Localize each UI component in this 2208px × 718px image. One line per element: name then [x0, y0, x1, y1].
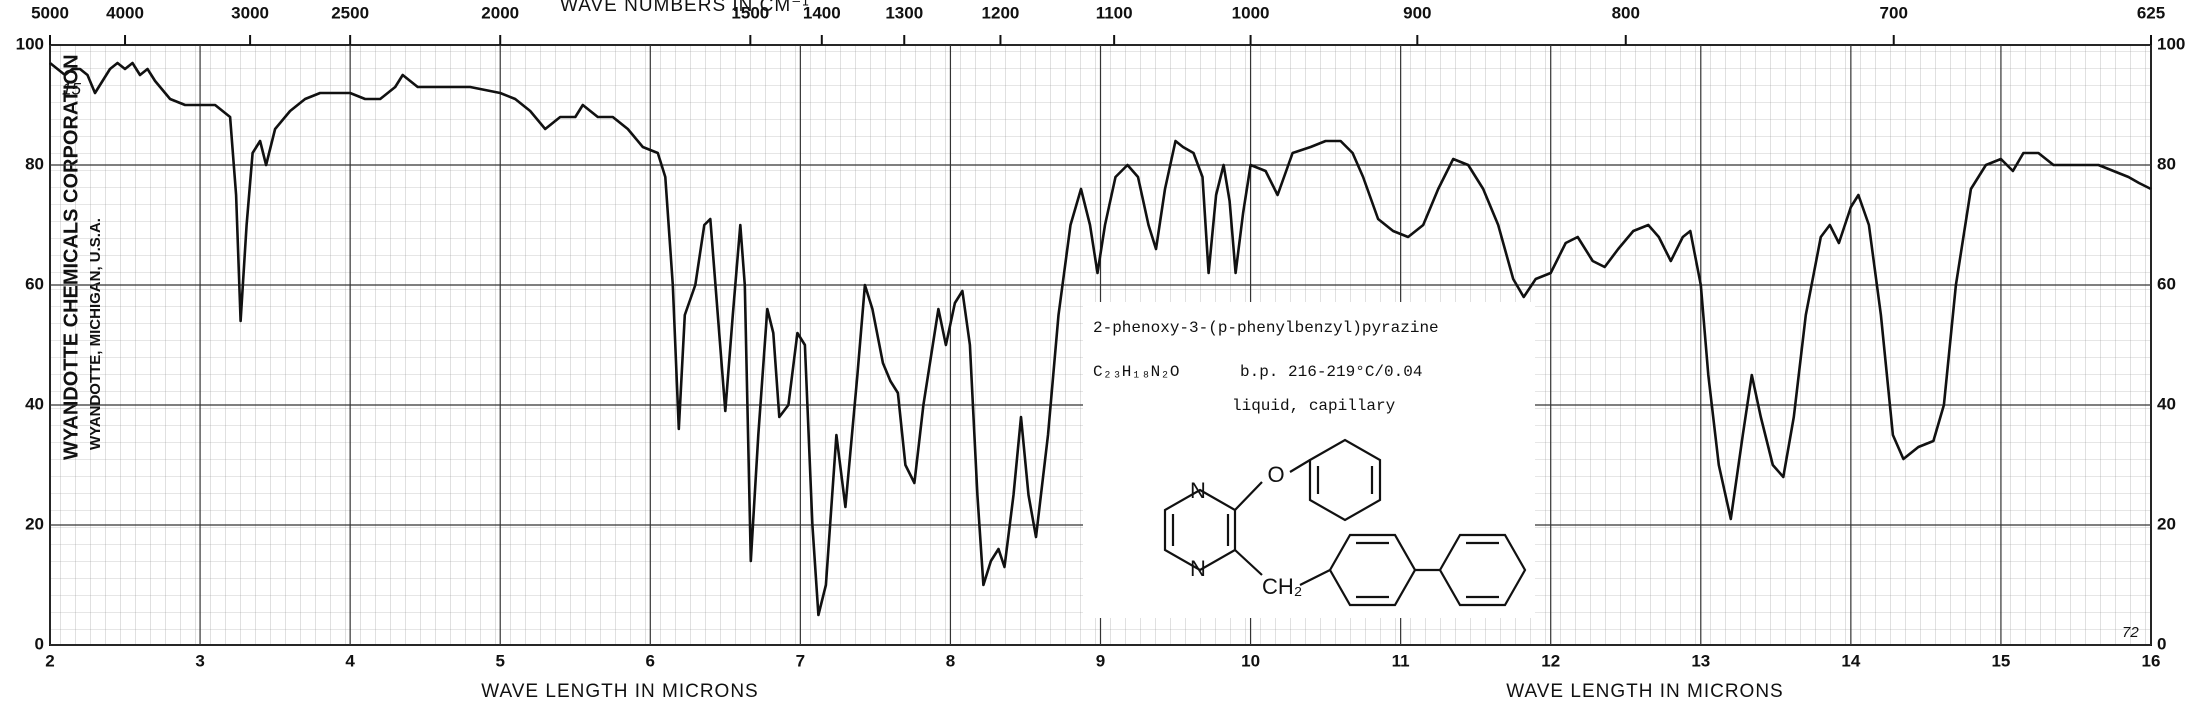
y-tick-label-right: 100: [2157, 34, 2185, 53]
x-tick-label: 6: [646, 651, 655, 670]
y-tick-label: 40: [25, 394, 44, 413]
x2-tick-label: 2000: [481, 3, 519, 22]
y-tick-label-right: 40: [2157, 394, 2176, 413]
y-tick-label-right: 60: [2157, 274, 2176, 293]
spectrum-line: [49, 61, 2152, 617]
x-tick-label: 2: [45, 651, 54, 670]
x2-tick-label: 3000: [231, 3, 269, 22]
company-name: WYANDOTTE CHEMICALS CORPORATION: [60, 54, 82, 460]
y-tick-label: 100: [16, 34, 44, 53]
x2-tick-label: 1200: [982, 3, 1020, 22]
sample-state: liquid, capillary: [1232, 397, 1396, 415]
handwritten-note: 72: [2122, 624, 2139, 641]
x-tick-label: 11: [1392, 651, 1410, 670]
x2-tick-label: 2500: [331, 3, 369, 22]
x2-tick-label: 900: [1403, 3, 1431, 22]
x-tick-label: 4: [345, 651, 355, 670]
bond: [1234, 549, 1331, 586]
x-tick-label: 14: [1841, 651, 1860, 670]
x2-tick-label: 800: [1612, 3, 1640, 22]
x-tick-label: 9: [1096, 651, 1105, 670]
x-tick-label: 13: [1691, 651, 1710, 670]
x2-tick-label: 625: [2137, 3, 2165, 22]
x2-tick-label: 1300: [885, 3, 923, 22]
x-tick-label: 12: [1541, 651, 1560, 670]
compound-name: 2-phenoxy-3-(p-phenylbenzyl)pyrazine: [1093, 319, 1439, 337]
atom-label: N: [1190, 556, 1206, 581]
compound-formula: C₂₃H₁₈N₂O: [1093, 363, 1179, 381]
x-tick-label: 8: [946, 651, 955, 670]
y-tick-label-right: 0: [2157, 634, 2166, 653]
atom-label: O: [1267, 462, 1284, 487]
bond: [1234, 459, 1311, 511]
y-tick-label: 20: [25, 514, 44, 533]
compound-box: 2-phenoxy-3-(p-phenylbenzyl)pyrazine C₂₃…: [1083, 302, 1535, 618]
x-tick-label: 7: [796, 651, 805, 670]
structure-drawing: [1163, 438, 1527, 607]
x2-tick-label: 1000: [1232, 3, 1270, 22]
x2-tick-label: 1500: [731, 3, 769, 22]
x-tick-label: 16: [2142, 651, 2161, 670]
y-tick-label: 80: [25, 154, 44, 173]
x2-tick-label: 5000: [31, 3, 69, 22]
y-tick-label-right: 20: [2157, 514, 2176, 533]
phenyl-ring: [1308, 438, 1382, 522]
top-axis-label: WAVE NUMBERS IN CM⁻¹: [560, 0, 810, 16]
x-tick-label: 10: [1241, 651, 1260, 670]
y-tick-label: 0: [35, 634, 44, 653]
x-tick-label: 5: [495, 651, 504, 670]
double-bond: [1171, 514, 1230, 546]
phenyl-ring: [1438, 533, 1527, 607]
boiling-point: b.p. 216-219°C/0.04: [1240, 363, 1422, 381]
x-axis-label: WAVE LENGTH IN MICRONS: [481, 681, 758, 702]
x2-tick-label: 700: [1880, 3, 1908, 22]
y-tick-label-right: 80: [2157, 154, 2176, 173]
x-tick-label: 15: [1991, 651, 2010, 670]
x-tick-label: 3: [195, 651, 204, 670]
x2-tick-label: 1100: [1096, 3, 1133, 22]
handwritten-note: 15: [62, 79, 81, 98]
x2-tick-label: 4000: [106, 3, 144, 22]
y-tick-label: 60: [25, 274, 44, 293]
company-location: WYANDOTTE, MICHIGAN, U.S.A.: [87, 218, 104, 450]
x2-tick-label: 1400: [803, 3, 841, 22]
x-axis-label-right: WAVE LENGTH IN MICRONS: [1506, 681, 1783, 702]
atom-label: N: [1190, 478, 1206, 503]
atom-label: CH₂: [1262, 574, 1302, 599]
